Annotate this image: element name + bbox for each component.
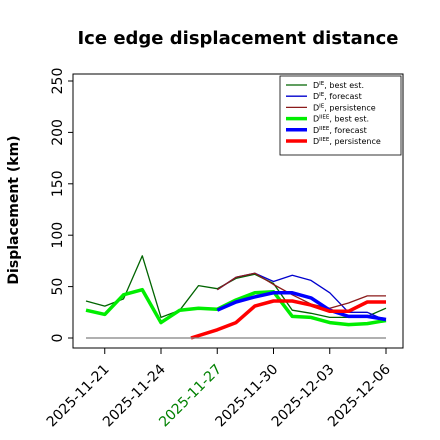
series-line [216,291,387,322]
legend-label: DIE, best est. [313,81,364,90]
y-tick-label: 50 [50,278,66,296]
series-line [190,299,386,340]
y-tick-label: 250 [50,68,66,95]
legend-label: DIIEE, forecast [313,126,367,135]
y-tick-label: 100 [50,222,66,249]
plot-frame [72,73,404,349]
series-group [85,255,387,340]
legend-label: DIE, persistence [313,103,376,112]
x-axis: 2025-11-212025-11-242025-11-272025-11-30… [44,348,394,430]
y-axis: 0 50 100 150 200 250 [50,68,73,343]
y-tick-label: 150 [50,170,66,197]
series-line [85,287,387,327]
chart-title: Ice edge displacement distance [77,28,398,49]
y-tick-label: 200 [50,119,66,146]
legend-label: DIIEE, best est. [313,115,369,124]
y-axis-label: Displacement (km) [6,135,22,284]
legend: DIE, best est. DIE, forecast DIE, persiste… [279,75,402,156]
legend-label: DIE, forecast [313,92,362,101]
y-tick-label: 0 [50,334,66,343]
series-line [85,255,387,319]
series-line [216,272,386,309]
legend-label: DIIEE, persistence [313,137,381,146]
